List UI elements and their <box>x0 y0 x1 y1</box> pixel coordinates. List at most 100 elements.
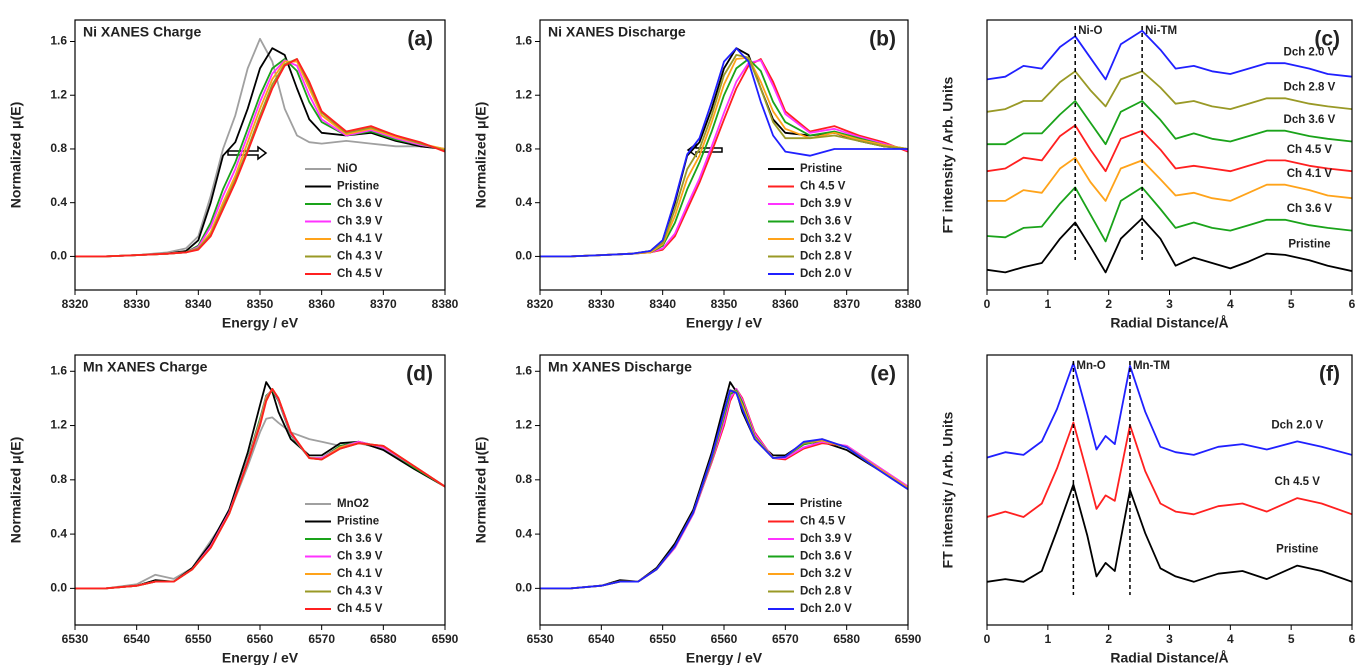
panel-title: Ni XANES Charge <box>83 24 201 40</box>
legend-label: MnO2 <box>337 498 369 510</box>
x-tick-label: 6590 <box>432 632 459 646</box>
x-tick-label: 6 <box>1349 632 1356 646</box>
x-tick-label: 6580 <box>833 632 860 646</box>
series-line <box>540 58 908 258</box>
x-tick-label: 6570 <box>308 632 335 646</box>
legend-label: Pristine <box>800 163 842 175</box>
series-line <box>540 56 908 258</box>
y-tick-label: 0.4 <box>50 526 67 540</box>
legend-label: Pristine <box>337 181 379 193</box>
series-line <box>987 100 1352 146</box>
series-line <box>75 381 445 590</box>
plot-area <box>987 29 1352 274</box>
x-tick-label: 6530 <box>62 632 89 646</box>
x-tick-label: 8360 <box>308 297 335 311</box>
x-tick-label: 6550 <box>649 632 676 646</box>
legend-label: Dch 2.0 V <box>800 603 852 615</box>
legend-label: Pristine <box>800 498 842 510</box>
x-tick-label: 8330 <box>588 297 615 311</box>
series-line <box>987 483 1352 583</box>
legend-label: Ch 4.5 V <box>337 268 383 280</box>
y-tick-label: 0.8 <box>515 141 532 155</box>
panel: 6530 6540 6550 6560 6570 6580 6590 0.0 0.4 0.8 1.2… <box>8 354 459 665</box>
y-tick-label: 1.6 <box>515 363 532 377</box>
series-line <box>987 156 1352 202</box>
x-tick-label: 6590 <box>895 632 922 646</box>
series-line <box>987 186 1352 243</box>
arrow-a <box>227 145 268 161</box>
series-label: Ch 4.5 V <box>1287 144 1333 156</box>
panel-title: Mn XANES Discharge <box>548 359 692 375</box>
x-axis-label: Energy / eV <box>686 650 763 665</box>
x-tick-label: 1 <box>1044 632 1051 646</box>
plot-area <box>75 381 445 590</box>
panel: 8320 8330 8340 8350 8360 8370 8380 0.0 0.4 0.8 1.2… <box>473 19 922 331</box>
plot-frame <box>539 19 909 291</box>
series-line <box>75 47 445 258</box>
series-line <box>75 416 445 590</box>
x-axis-label: Energy / eV <box>222 315 299 331</box>
panel-label: (b) <box>869 28 896 51</box>
x-tick-label: 0 <box>984 297 991 311</box>
x-tick-label: 6 <box>1349 297 1356 311</box>
series-line <box>987 421 1352 518</box>
x-tick-label: 2 <box>1105 297 1112 311</box>
plot-area <box>75 37 445 258</box>
series-line <box>987 70 1352 113</box>
plot-frame <box>74 19 446 291</box>
series-line <box>987 29 1352 81</box>
legend-label: Dch 3.6 V <box>800 551 852 563</box>
y-tick-label: 0.8 <box>50 472 67 486</box>
reference-label: Mn-TM <box>1133 360 1170 372</box>
legend-label: Dch 3.2 V <box>800 233 852 245</box>
plot-frame <box>74 354 446 626</box>
x-tick-label: 3 <box>1166 297 1173 311</box>
legend-label: Dch 3.9 V <box>800 198 852 210</box>
reference-label: Mn-O <box>1076 360 1105 372</box>
y-tick-label: 1.6 <box>515 34 532 48</box>
legend-label: Dch 2.0 V <box>800 268 852 280</box>
x-tick-label: 6530 <box>527 632 554 646</box>
panel: 6530 6540 6550 6560 6570 6580 6590 0.0 0.4 0.8 1.2… <box>473 354 922 665</box>
y-tick-label: 0.0 <box>515 581 532 595</box>
panel-label: (e) <box>870 363 896 386</box>
legend-label: Ch 4.3 V <box>337 251 383 263</box>
y-tick-label: 0.4 <box>50 195 67 209</box>
x-tick-label: 4 <box>1227 632 1234 646</box>
y-tick-label: 0.8 <box>50 141 67 155</box>
x-tick-label: 8340 <box>185 297 212 311</box>
x-tick-label: 1 <box>1044 297 1051 311</box>
y-tick-label: 1.2 <box>50 87 67 101</box>
legend-label: Pristine <box>337 516 379 528</box>
plot-frame <box>986 354 1353 626</box>
series-line <box>75 58 445 258</box>
series-label: Ch 4.1 V <box>1287 168 1333 180</box>
x-tick-label: 8370 <box>833 297 860 311</box>
series-label: Dch 3.6 V <box>1284 114 1336 126</box>
y-tick-label: 1.6 <box>50 34 67 48</box>
x-tick-label: 8360 <box>772 297 799 311</box>
series-line <box>75 60 445 258</box>
series-line <box>540 59 908 258</box>
legend-label: Ch 4.1 V <box>337 233 383 245</box>
reference-label: Ni-TM <box>1145 25 1177 37</box>
x-tick-label: 5 <box>1288 297 1295 311</box>
x-tick-label: 8340 <box>649 297 676 311</box>
legend-label: Ch 3.9 V <box>337 216 383 228</box>
panel-title: Mn XANES Charge <box>83 359 208 375</box>
legend-label: Ch 3.6 V <box>337 533 383 545</box>
x-tick-label: 8370 <box>370 297 397 311</box>
y-axis-label: Normalized μ(E) <box>8 102 24 209</box>
x-tick-label: 8320 <box>62 297 89 311</box>
panel-label: (a) <box>407 28 433 51</box>
y-tick-label: 0.0 <box>50 581 67 595</box>
legend-label: NiO <box>337 163 358 175</box>
x-tick-label: 8320 <box>527 297 554 311</box>
y-tick-label: 0.4 <box>515 526 532 540</box>
x-axis-label: Radial Distance/Å <box>1110 315 1228 331</box>
series-label: Pristine <box>1276 544 1318 556</box>
y-axis-label: Normalized μ(E) <box>8 437 24 544</box>
panel: 8320 8330 8340 8350 8360 8370 8380 0.0 0.4 0.8 1.2… <box>8 19 459 331</box>
series-line <box>987 124 1352 173</box>
legend-label: Ch 4.5 V <box>800 516 846 528</box>
